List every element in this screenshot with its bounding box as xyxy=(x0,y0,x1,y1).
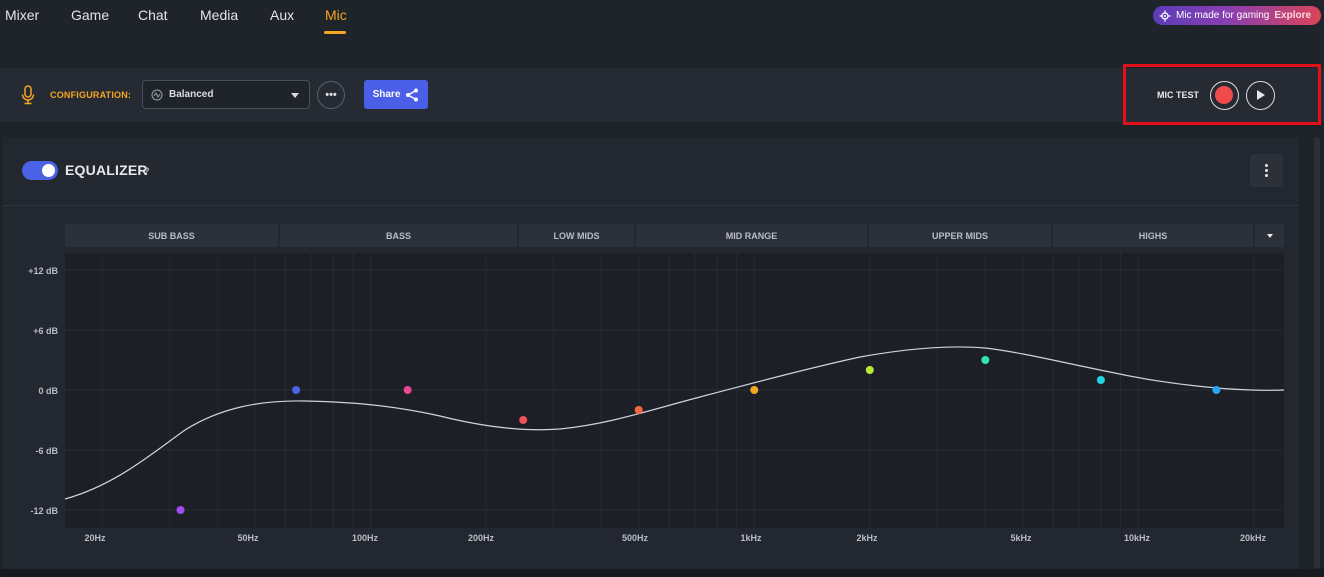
share-icon xyxy=(406,88,419,101)
freq-label: 1kHz xyxy=(740,533,762,543)
steelseries-icon xyxy=(1159,10,1171,21)
active-tab-indicator xyxy=(324,31,346,34)
help-icon[interactable]: ? xyxy=(144,166,150,176)
band-highs[interactable]: HIGHS xyxy=(1053,224,1253,247)
microphone-icon xyxy=(21,85,35,105)
tab-game[interactable]: Game xyxy=(71,7,110,23)
kebab-dot xyxy=(1265,164,1268,167)
equalizer-title: EQUALIZER xyxy=(65,162,148,178)
tab-media[interactable]: Media xyxy=(200,7,239,23)
db-label: 0 dB xyxy=(38,386,58,396)
play-icon xyxy=(1257,90,1265,100)
chevron-down-icon xyxy=(1266,233,1273,238)
mic-test-label: MIC TEST xyxy=(1157,90,1199,100)
eq-control-point[interactable] xyxy=(1212,386,1221,394)
share-label: Share xyxy=(372,89,401,100)
freq-label: 10kHz xyxy=(1123,533,1151,543)
kebab-dot xyxy=(1265,169,1268,172)
eq-control-point[interactable] xyxy=(403,386,412,394)
freq-label: 20Hz xyxy=(84,533,106,543)
band-upper-mids[interactable]: UPPER MIDS xyxy=(869,224,1051,247)
eq-control-point[interactable] xyxy=(176,506,185,514)
preset-value: Balanced xyxy=(169,89,214,100)
promo-banner[interactable]: Mic made for gaming Explore xyxy=(1153,6,1321,25)
freq-label: 200Hz xyxy=(467,533,495,543)
eq-control-point[interactable] xyxy=(634,406,643,414)
kebab-dot xyxy=(1265,174,1268,177)
scrollbar[interactable] xyxy=(1314,137,1320,569)
db-label: +6 dB xyxy=(33,326,58,336)
configuration-label: CONFIGURATION: xyxy=(50,90,132,100)
configuration-bar: CONFIGURATION: Balanced ••• Share MIC TE… xyxy=(0,68,1324,122)
preset-dropdown[interactable]: Balanced xyxy=(142,80,310,109)
more-options-button[interactable]: ••• xyxy=(317,81,345,109)
db-label: +12 dB xyxy=(28,266,58,276)
explore-link[interactable]: Explore xyxy=(1274,10,1312,21)
record-icon xyxy=(1215,86,1233,104)
play-button[interactable] xyxy=(1246,81,1275,110)
eq-control-point[interactable] xyxy=(750,386,759,394)
tab-mixer[interactable]: Mixer xyxy=(5,7,40,23)
equalizer-menu-button[interactable] xyxy=(1250,154,1283,187)
preset-icon xyxy=(151,89,163,100)
record-button[interactable] xyxy=(1210,81,1239,110)
eq-control-point[interactable] xyxy=(519,416,528,424)
freq-label: 2kHz xyxy=(856,533,878,543)
equalizer-toggle[interactable] xyxy=(22,161,58,180)
bottom-strip xyxy=(0,569,1324,577)
db-label: -6 dB xyxy=(35,446,59,456)
db-label: -12 dB xyxy=(30,506,58,516)
eq-grid xyxy=(65,253,1284,528)
tab-aux[interactable]: Aux xyxy=(270,7,295,23)
freq-label: 500Hz xyxy=(621,533,649,543)
freq-label: 50Hz xyxy=(237,533,259,543)
freq-label: 5kHz xyxy=(1010,533,1032,543)
tab-chat[interactable]: Chat xyxy=(138,7,168,23)
bands-collapse-button[interactable] xyxy=(1255,224,1284,247)
band-bass[interactable]: BASS xyxy=(280,224,517,247)
band-sub-bass[interactable]: SUB BASS xyxy=(65,224,278,247)
tab-mic[interactable]: Mic xyxy=(325,7,347,23)
band-low-mids[interactable]: LOW MIDS xyxy=(519,224,634,247)
top-nav: Mixer Game Chat Media Aux Mic Mic made f… xyxy=(0,0,1324,68)
eq-control-point[interactable] xyxy=(865,366,874,374)
promo-text: Mic made for gaming xyxy=(1176,10,1270,21)
share-button[interactable]: Share xyxy=(364,80,428,109)
chevron-down-icon xyxy=(291,93,299,98)
frequency-bands: SUB BASS BASS LOW MIDS MID RANGE UPPER M… xyxy=(65,224,1284,247)
eq-control-point[interactable] xyxy=(981,356,990,364)
toggle-knob xyxy=(42,164,55,177)
eq-points xyxy=(176,356,1221,514)
freq-label: 100Hz xyxy=(351,533,379,543)
eq-control-point[interactable] xyxy=(1096,376,1105,384)
ellipsis-icon: ••• xyxy=(325,89,337,101)
divider xyxy=(3,205,1299,206)
freq-label: 20kHz xyxy=(1239,533,1267,543)
band-mid-range[interactable]: MID RANGE xyxy=(636,224,867,247)
eq-response-curve xyxy=(64,346,1285,500)
eq-control-point[interactable] xyxy=(292,386,301,394)
